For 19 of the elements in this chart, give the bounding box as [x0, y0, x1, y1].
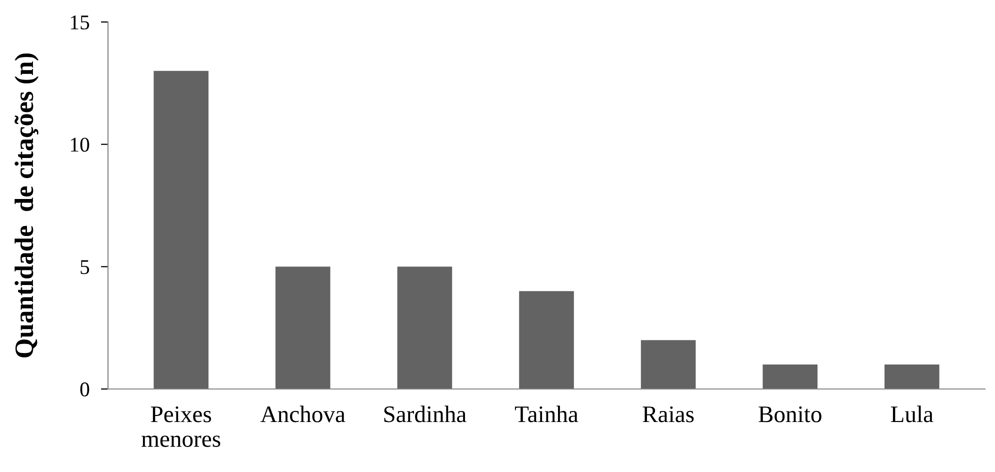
bar	[275, 266, 330, 389]
bar	[519, 291, 574, 389]
bar	[884, 364, 940, 389]
y-tick-label: 15	[70, 15, 90, 30]
bar	[640, 340, 696, 389]
x-tick-label: Anchova	[260, 406, 346, 422]
y-tick-label: 10	[70, 138, 90, 152]
y-tick-label: 5	[80, 260, 90, 274]
x-tick-label: Raias	[642, 406, 694, 422]
bar	[154, 70, 208, 389]
y-tick-label: 0	[80, 382, 90, 396]
x-tick-label: Sardinha	[384, 406, 466, 422]
y-axis-title: Quantidade de citações (n)	[14, 53, 39, 358]
bar	[397, 266, 452, 389]
x-tick-label: Bonito	[758, 406, 822, 422]
x-tick-label: Lula	[890, 406, 934, 422]
x-tick-label: Peixes menores	[142, 406, 220, 447]
bar	[762, 364, 818, 389]
x-tick-label: Tainha	[514, 406, 578, 422]
